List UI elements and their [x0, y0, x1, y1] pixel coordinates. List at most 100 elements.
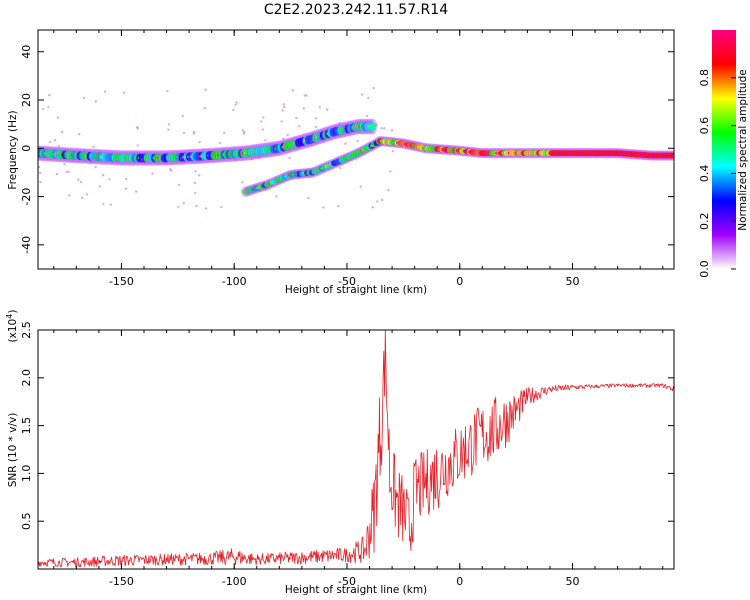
- spectrogram-speck: [136, 144, 139, 147]
- spectrogram-speck: [277, 180, 280, 184]
- colorbar-tick-label: 0.4: [698, 165, 711, 183]
- spectrogram-speck: [197, 174, 201, 177]
- figure-title: C2E2.2023.242.11.57.R14: [264, 2, 448, 18]
- spectrogram-speck: [193, 181, 197, 185]
- snr-frame: [37, 329, 675, 570]
- spectrogram-speck: [177, 205, 180, 209]
- spectrogram-speck: [311, 170, 314, 173]
- spectrogram-frame: [37, 29, 675, 270]
- spectrogram-speck: [305, 94, 308, 97]
- spectrogram-speck: [41, 107, 45, 111]
- spectrogram-speck: [177, 183, 181, 187]
- spectrogram-y-tick-label: -20: [20, 188, 33, 206]
- spectrogram-speck: [124, 187, 128, 190]
- colorbar-tick-label: 0.2: [698, 212, 711, 230]
- spectrogram-speck: [167, 128, 170, 131]
- snr-y-tick-label: 1.5: [20, 417, 33, 435]
- spectrogram-speck: [338, 122, 341, 125]
- spectrogram-speck: [192, 132, 196, 135]
- spectrogram-speck: [380, 126, 383, 130]
- spectrogram-speck: [198, 140, 201, 144]
- spectrogram-speck: [295, 116, 298, 120]
- spectrogram-speck: [60, 130, 64, 134]
- spectrogram-speck: [93, 156, 97, 160]
- spectrogram-speck: [291, 89, 295, 92]
- spectrogram-speck: [194, 191, 197, 195]
- spectrogram-speck: [82, 96, 86, 100]
- spectrogram-speck: [89, 160, 93, 164]
- spectrogram-speck: [387, 188, 390, 192]
- colorbar-tick-label: 0.0: [698, 260, 711, 278]
- spectrogram-speck: [94, 100, 98, 103]
- spectrogram-speck: [166, 89, 169, 93]
- spectrogram-speck: [204, 88, 207, 91]
- spectrogram-y-axis: -40 -20 0 20 40: [20, 45, 674, 254]
- spectrogram-speck: [140, 158, 143, 161]
- spectrogram-speck: [375, 123, 378, 127]
- spectrogram-speck: [57, 145, 61, 148]
- spectrogram-speck: [258, 156, 261, 159]
- spectrogram-speck: [48, 140, 52, 144]
- spectrogram-speck: [282, 137, 285, 140]
- spectrogram-speck: [286, 133, 289, 136]
- colorbar-label: Normalized spectral amplitude: [737, 69, 749, 230]
- spectrogram-speck: [38, 171, 42, 175]
- spectrogram-speck: [102, 202, 105, 206]
- snr-x-tick-label: 50: [566, 575, 580, 588]
- spectrogram-speck: [103, 90, 107, 93]
- spectrogram-speck: [264, 188, 268, 191]
- spectrogram-speck: [90, 158, 93, 161]
- spectrogram-speck: [370, 121, 373, 124]
- spectrogram-speck: [180, 157, 183, 160]
- spectrogram-speck: [85, 193, 89, 196]
- spectrogram-x-tick-label: -100: [222, 275, 247, 288]
- spectrogram-speck: [48, 93, 51, 97]
- spectrogram-speck: [195, 204, 198, 208]
- spectrogram-speck: [348, 128, 351, 132]
- colorbar-tick-label: 0.6: [698, 117, 711, 135]
- spectrogram-speck: [241, 181, 244, 184]
- snr-x-label: Height of straight line (km): [285, 584, 427, 596]
- colorbar-ticks: 0.0 0.2 0.4 0.6 0.8: [698, 69, 736, 278]
- spectrogram-speck: [63, 162, 66, 166]
- spectrogram-speck: [303, 94, 307, 97]
- snr-y-label: SNR (10 * v/v): [7, 413, 19, 488]
- spectrogram-speck: [389, 170, 392, 173]
- spectrogram-speck: [234, 158, 237, 162]
- spectrogram-speck: [261, 128, 264, 131]
- spectrogram-speck: [318, 106, 321, 109]
- spectrogram-x-label: Height of straight line (km): [285, 284, 427, 296]
- spectrogram-speck: [181, 114, 185, 118]
- spectrogram-x-tick-label: -50: [338, 275, 356, 288]
- spectrogram-speck: [169, 167, 172, 171]
- spectrogram-speck: [365, 114, 369, 118]
- spectrogram-speck: [390, 129, 394, 132]
- spectrogram-speck: [307, 196, 310, 200]
- spectrogram-speck: [396, 142, 399, 145]
- spectrogram-speck: [322, 129, 325, 133]
- colorbar: 0.0 0.2 0.4 0.6 0.8 Normalized spectral ampl…: [698, 30, 749, 278]
- spectrogram-speck: [380, 198, 384, 202]
- spectrogram-speck: [235, 101, 238, 104]
- spectrogram-speck: [241, 129, 245, 132]
- spectrogram-speck: [232, 108, 235, 112]
- spectrogram-y-tick-label: -40: [20, 236, 33, 254]
- spectrogram-speck: [325, 108, 329, 111]
- colorbar-gradient: [712, 30, 736, 269]
- snr-series-line: [38, 330, 674, 568]
- spectrogram-speck: [367, 96, 370, 100]
- spectrogram-speck: [109, 203, 113, 206]
- snr-panel: -150 -100 -50 0 50 0.5 1.0 1.5 2.0 2.5 Height of…: [5, 310, 675, 596]
- spectrogram-speck: [151, 172, 154, 175]
- spectrogram-speck: [341, 125, 345, 128]
- spectrogram-speck: [79, 180, 83, 184]
- snr-multiplier: (x104): [5, 310, 19, 343]
- spectrogram-speck: [366, 120, 369, 123]
- spectrogram-speck: [250, 158, 253, 161]
- spectrogram-speck: [302, 107, 306, 110]
- snr-y-tick-label: 0.5: [20, 512, 33, 530]
- spectrogram-speck: [344, 158, 347, 161]
- spectrogram-speck: [136, 127, 140, 130]
- spectrogram-speck: [275, 195, 278, 198]
